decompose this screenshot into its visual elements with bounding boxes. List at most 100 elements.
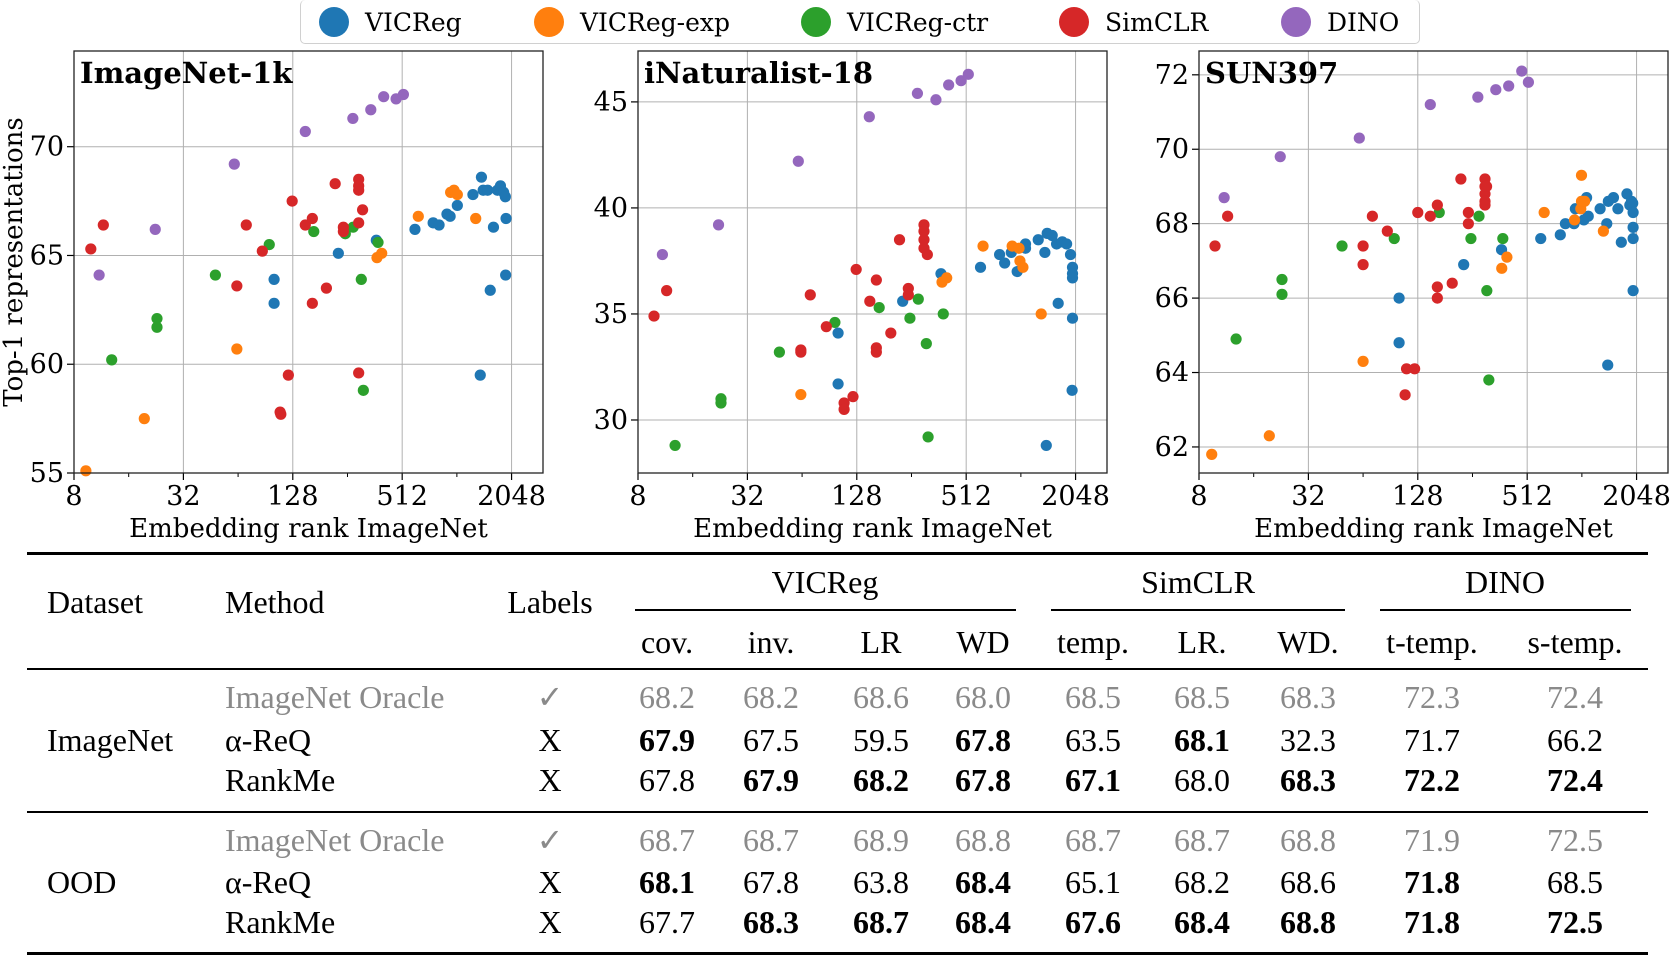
data-point-vicreg-exp (470, 212, 482, 225)
method-cell: ImageNet Oracle (225, 679, 445, 715)
data-point-vicreg-ctr (715, 397, 727, 409)
data-point-simclr (1479, 199, 1491, 211)
group-dino: DINO (1465, 564, 1545, 600)
value-cell: 72.2 (1404, 762, 1460, 798)
value-cell: 65.1 (1065, 864, 1121, 900)
data-point-simclr (337, 225, 349, 238)
data-point-simclr (1424, 210, 1436, 222)
data-point-simclr (1409, 363, 1421, 375)
value-cell: 68.8 (1280, 904, 1336, 940)
data-point-vicreg (482, 184, 494, 196)
value-cell: 68.8 (1280, 822, 1336, 858)
value-cell: 68.5 (1065, 679, 1121, 715)
value-cell: 67.8 (955, 722, 1011, 758)
data-point-vicreg-exp (1357, 355, 1369, 367)
y-tick-label: 45 (594, 87, 628, 118)
value-cell: 68.2 (853, 762, 909, 798)
value-cell: 71.9 (1404, 822, 1460, 858)
header-dataset: Dataset (47, 584, 143, 620)
dataset-cell: OOD (47, 864, 117, 900)
x-tick-label: 8 (629, 481, 646, 512)
data-point-vicreg-ctr (308, 225, 320, 238)
data-point-simclr (97, 219, 109, 231)
data-point-vicreg (1046, 229, 1058, 242)
x-axis-label: Embedding rank ImageNet (129, 514, 488, 544)
column-header: t-temp. (1386, 624, 1478, 660)
value-cell: 67.1 (1065, 762, 1121, 798)
data-point-vicreg-exp (1579, 195, 1591, 207)
data-point-simclr (893, 234, 906, 246)
value-cell: 32.3 (1280, 722, 1336, 758)
data-point-vicreg-exp (1017, 261, 1029, 273)
y-tick-label: 72 (1155, 60, 1189, 91)
value-cell: 71.8 (1404, 864, 1460, 900)
value-cell: 67.9 (743, 762, 799, 798)
column-header: inv. (747, 624, 795, 660)
data-point-vicreg (1554, 229, 1566, 241)
plot-title: iNaturalist-18 (644, 56, 873, 90)
data-point-vicreg-ctr (1483, 374, 1495, 386)
data-point-vicreg-ctr (1276, 273, 1288, 286)
data-point-simclr (864, 295, 876, 307)
x-tick-label: 32 (1291, 481, 1325, 512)
data-point-dino (1472, 91, 1484, 103)
legend-label: VICReg-ctr (847, 7, 989, 37)
data-point-simclr (902, 289, 914, 301)
data-point-dino (656, 248, 669, 261)
x-tick-label: 32 (166, 481, 200, 512)
data-point-simclr (1400, 363, 1413, 375)
value-cell: 68.0 (955, 679, 1011, 715)
data-point-vicreg-exp (1538, 206, 1550, 219)
data-point-vicreg (1615, 236, 1627, 248)
header-labels: Labels (507, 584, 593, 620)
data-point-simclr (661, 285, 673, 297)
table-section-rule (27, 811, 1648, 813)
data-point-vicreg (1627, 232, 1639, 245)
group-simclr: SimCLR (1141, 564, 1255, 600)
value-cell: 67.8 (743, 864, 799, 900)
y-tick-label: 40 (594, 193, 628, 224)
data-point-vicreg (1458, 259, 1470, 271)
value-cell: 68.0 (1174, 762, 1230, 798)
data-point-vicreg-ctr (922, 431, 934, 443)
legend-label: VICReg (365, 7, 462, 37)
column-header: temp. (1057, 624, 1129, 660)
data-point-simclr (870, 274, 882, 286)
data-point-dino (1490, 84, 1502, 96)
data-point-vicreg-exp (1206, 448, 1218, 460)
data-point-simclr (1209, 240, 1221, 252)
y-tick-label: 66 (1155, 283, 1189, 314)
data-point-vicreg (1052, 297, 1064, 309)
data-point-simclr (353, 184, 365, 196)
data-point-simclr (1357, 240, 1369, 252)
data-point-vicreg (1064, 248, 1077, 261)
data-point-vicreg-exp (795, 388, 807, 401)
value-cell: 68.7 (743, 822, 799, 858)
data-point-simclr (1480, 180, 1493, 193)
y-tick-label: 62 (1155, 432, 1189, 463)
legend-marker-icon (1281, 7, 1311, 37)
value-cell: 68.3 (1280, 679, 1336, 715)
data-point-simclr (353, 217, 365, 229)
data-point-vicreg (409, 223, 421, 235)
labels-cell: X (538, 722, 562, 758)
data-point-simclr (918, 225, 930, 237)
data-point-simclr (1399, 389, 1411, 401)
data-point-simclr (1462, 218, 1474, 230)
y-tick-label: 35 (594, 299, 628, 330)
data-point-dino (378, 91, 390, 103)
data-point-vicreg (1602, 359, 1614, 371)
data-point-vicreg-ctr (920, 338, 932, 350)
data-point-vicreg (268, 273, 280, 286)
data-point-simclr (329, 178, 341, 190)
data-point-dino (863, 111, 875, 123)
value-cell: 68.4 (955, 904, 1011, 940)
data-point-dino (962, 68, 974, 80)
value-cell: 67.8 (639, 762, 695, 798)
data-point-vicreg (1627, 197, 1639, 209)
labels-cell: X (538, 864, 562, 900)
column-header: LR. (1177, 624, 1227, 660)
value-cell: 67.8 (955, 762, 1011, 798)
data-point-vicreg (1393, 337, 1405, 349)
value-cell: 68.8 (955, 822, 1011, 858)
